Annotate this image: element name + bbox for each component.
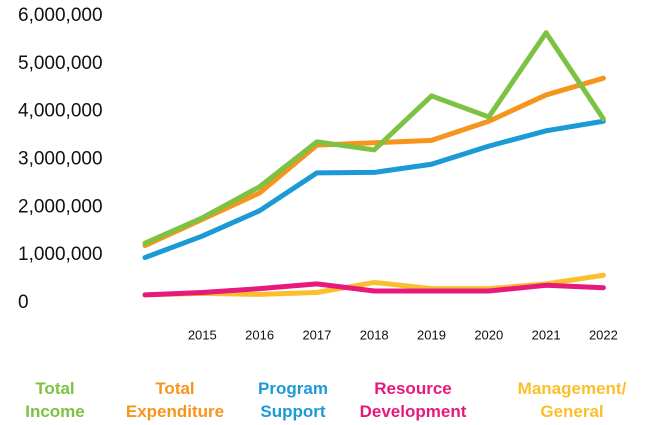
legend-entry: Management/ General: [517, 379, 627, 421]
x-tick-label: 2022: [589, 327, 618, 342]
legend-entry: Resource Development: [359, 379, 467, 421]
y-tick-label: 1,000,000: [18, 244, 103, 265]
y-tick-label: 4,000,000: [18, 101, 103, 122]
x-tick-label: 2021: [532, 327, 561, 342]
y-tick-label: 3,000,000: [18, 149, 103, 170]
x-tick-label: 2018: [360, 327, 389, 342]
y-tick-label: 0: [18, 292, 29, 313]
x-tick-label: 2017: [302, 327, 331, 342]
legend-entry: Total Income: [25, 379, 85, 421]
series-line: [142, 75, 606, 249]
x-tick-label: 2020: [474, 327, 503, 342]
x-tick-label: 2016: [245, 327, 274, 342]
series-line: [142, 30, 606, 246]
series-line: [142, 118, 606, 261]
y-tick-label: 2,000,000: [18, 196, 103, 217]
legend-entry: Program Support: [258, 379, 328, 421]
y-tick-label: 5,000,000: [18, 53, 103, 74]
x-tick-label: 2019: [417, 327, 446, 342]
x-tick-label: 2015: [188, 327, 217, 342]
legend-entry: Total Expenditure: [125, 379, 225, 421]
series-line: [142, 281, 606, 298]
y-tick-label: 6,000,000: [18, 5, 103, 26]
